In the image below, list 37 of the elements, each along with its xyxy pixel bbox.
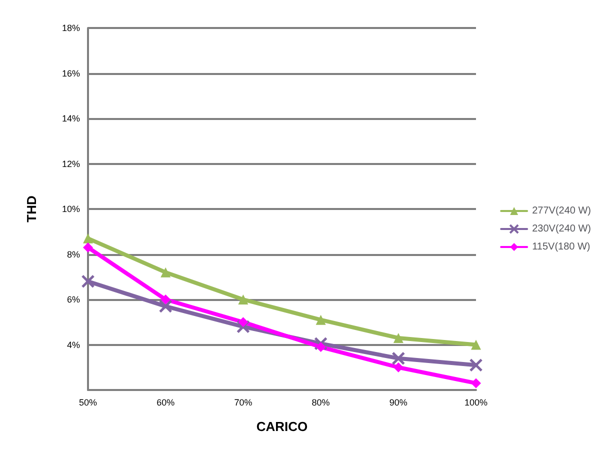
y-tick-label: 18% — [62, 23, 80, 33]
point — [238, 317, 248, 328]
legend-label: 230V(240 W) — [532, 224, 592, 234]
point — [393, 362, 404, 372]
x-tick-label: 70% — [234, 398, 252, 408]
y-tick-label: 12% — [62, 158, 80, 169]
point — [83, 233, 93, 244]
point — [471, 340, 481, 350]
legend-label: 115V(180 W) — [532, 242, 590, 252]
point — [238, 294, 248, 304]
point — [81, 274, 95, 288]
y-tick-label: 16% — [62, 68, 80, 78]
y-tick-label: 10% — [62, 204, 80, 214]
point — [316, 314, 326, 325]
point — [393, 332, 404, 343]
point — [160, 294, 171, 304]
x-tick-label: 60% — [156, 398, 175, 408]
point — [316, 342, 326, 352]
point — [236, 320, 250, 334]
y-tick-label: 4% — [66, 340, 80, 350]
legend-label: 277V(240 W) — [532, 206, 592, 216]
point — [158, 300, 172, 314]
y-tick-label: 8% — [66, 249, 80, 260]
x-tick-label: 80% — [312, 398, 330, 408]
x-tick-label: 90% — [389, 398, 408, 408]
point — [469, 358, 483, 372]
point — [160, 267, 171, 278]
x-tick-label: 100% — [464, 398, 488, 408]
y-tick-label: 14% — [62, 114, 80, 124]
point — [314, 336, 328, 350]
y-axis-title: THD — [24, 196, 39, 222]
x-tick-label: 50% — [78, 398, 98, 408]
y-tick-label: 6% — [66, 294, 80, 304]
point — [471, 378, 481, 388]
x-axis-title: CARICO — [256, 419, 308, 434]
point — [83, 242, 93, 252]
point — [392, 352, 406, 366]
